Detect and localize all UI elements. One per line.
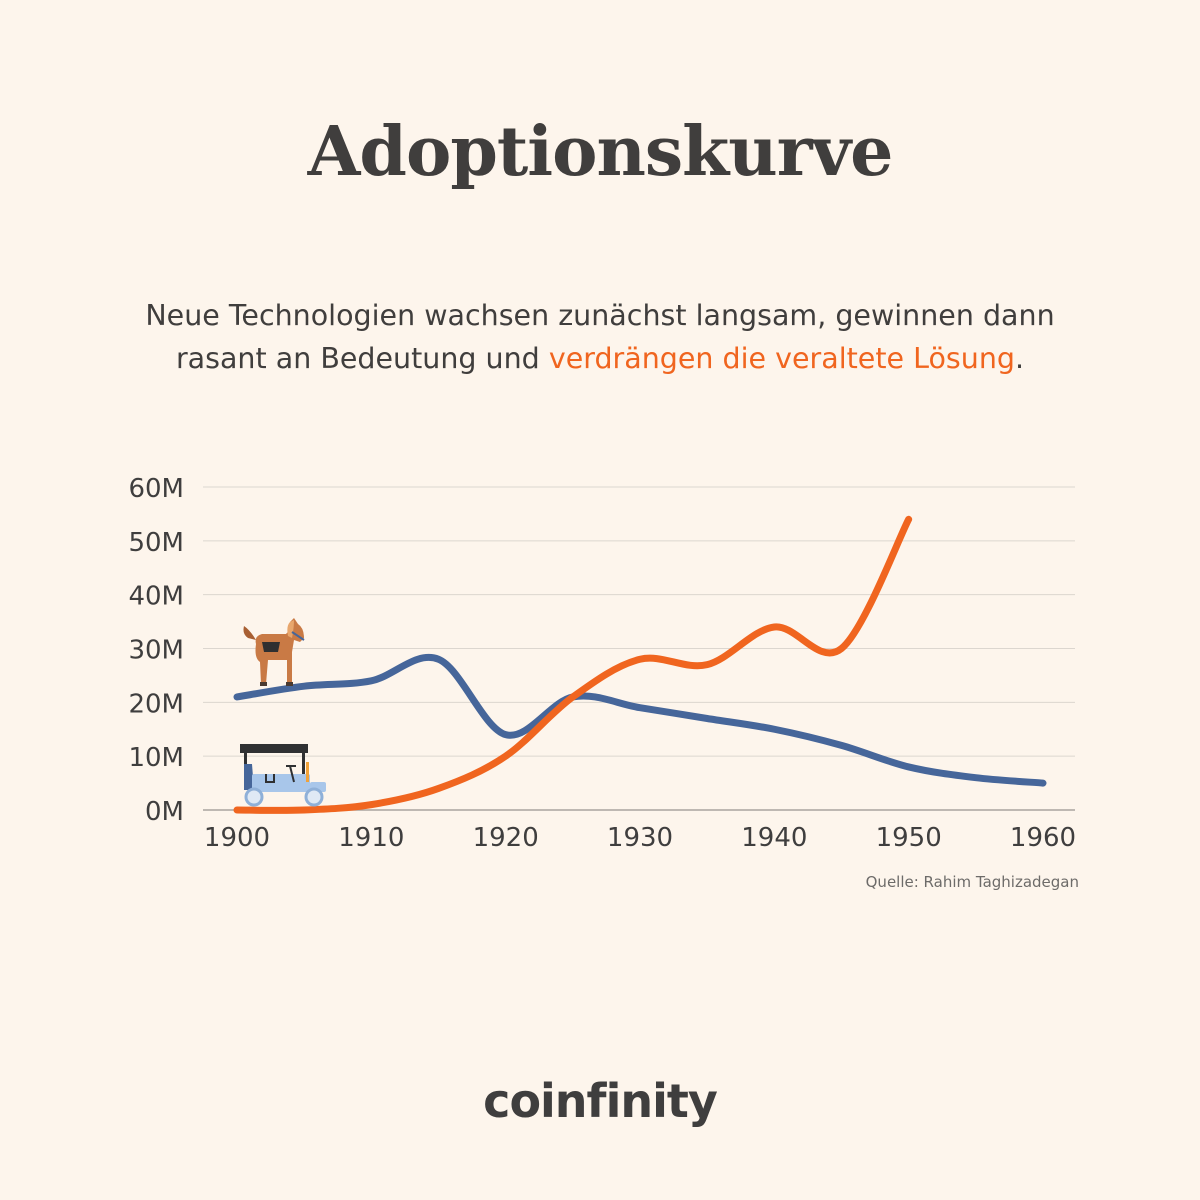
x-tick-label: 1930 <box>607 823 673 853</box>
automobile-icon <box>240 744 326 807</box>
x-tick-label: 1960 <box>1010 823 1076 853</box>
horse-icon <box>243 618 305 686</box>
horse-series-line <box>233 654 1047 787</box>
y-tick-label: 20M <box>128 689 184 719</box>
car-series-line <box>233 515 913 814</box>
y-tick-label: 40M <box>128 582 184 612</box>
x-tick-label: 1910 <box>338 823 404 853</box>
chart-grid <box>203 486 1075 811</box>
x-tick-label: 1920 <box>473 823 539 853</box>
y-tick-label: 50M <box>128 528 184 558</box>
x-axis-ticks: 1900 1910 1920 1930 1940 1950 1960 <box>204 823 1076 853</box>
subtitle-line-2-prefix: rasant an Bedeutung und <box>175 342 549 375</box>
page-subtitle: Neue Technologien wachsen zunächst langs… <box>100 294 1100 380</box>
y-axis-ticks: 0M 10M 20M 30M 40M 50M 60M <box>128 474 184 827</box>
y-tick-label: 60M <box>128 474 184 504</box>
source-note: Quelle: Rahim Taghizadegan <box>865 873 1079 891</box>
x-tick-label: 1900 <box>204 823 270 853</box>
y-tick-label: 30M <box>128 636 184 666</box>
subtitle-line-1: Neue Technologien wachsen zunächst langs… <box>145 299 1055 332</box>
subtitle-line-2-suffix: . <box>1015 342 1025 375</box>
x-tick-label: 1940 <box>741 823 807 853</box>
x-tick-label: 1950 <box>876 823 942 853</box>
y-tick-label: 0M <box>145 797 184 827</box>
subtitle-highlight: verdrängen die veraltete Lösung <box>548 342 1015 375</box>
chart-series <box>233 515 1047 814</box>
y-tick-label: 10M <box>128 743 184 773</box>
coinfinity-logo: coinfinity <box>483 1074 718 1128</box>
page-title: Adoptionskurve <box>307 112 894 192</box>
